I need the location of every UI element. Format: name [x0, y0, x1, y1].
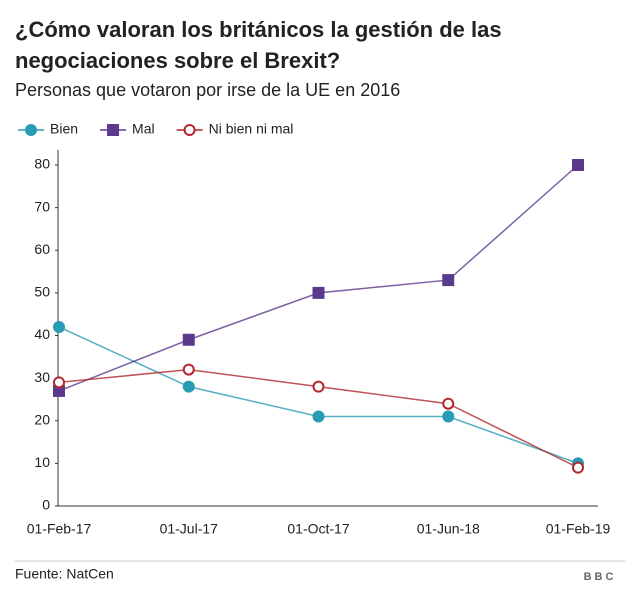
data-point	[182, 333, 195, 346]
data-point	[312, 410, 325, 423]
y-tick-label: 10	[34, 454, 50, 470]
legend-label: Ni bien ni mal	[209, 121, 294, 137]
y-tick-label: 40	[34, 326, 50, 342]
data-point	[442, 410, 455, 423]
data-point	[53, 384, 65, 397]
x-tick-label: 01-Feb-17	[27, 521, 92, 537]
y-tick-label: 30	[34, 369, 50, 385]
legend-label: Mal	[132, 121, 155, 137]
y-tick-label: 60	[34, 241, 50, 257]
y-tick-label: 50	[34, 284, 50, 300]
logo: BBC	[584, 571, 617, 583]
data-point	[312, 286, 325, 299]
series-line	[58, 164, 579, 392]
legend-marker	[183, 124, 196, 136]
series-line	[58, 326, 579, 465]
x-tick-label: 01-Jul-17	[160, 521, 219, 537]
x-tick-label: 01-Feb-19	[546, 521, 611, 537]
legend-marker	[25, 124, 37, 136]
data-point	[442, 397, 455, 410]
y-tick-label: 70	[34, 198, 50, 214]
legend-label: Bien	[50, 121, 78, 137]
y-tick-label: 0	[42, 497, 50, 513]
data-point	[572, 159, 584, 171]
x-tick-label: 01-Oct-17	[287, 521, 349, 537]
data-point	[442, 274, 455, 287]
chart-title: ¿Cómo valoran los británicos la gestión …	[15, 17, 502, 73]
source: Fuente: NatCen	[15, 566, 114, 582]
legend-marker	[107, 124, 120, 136]
x-tick-label: 01-Jun-18	[417, 521, 480, 537]
chart-subtitle: Personas que votaron por irse de la UE e…	[15, 80, 401, 100]
data-point	[572, 461, 584, 474]
y-tick-label: 80	[34, 156, 50, 172]
data-point	[53, 320, 65, 333]
data-point	[182, 380, 195, 393]
data-point	[53, 376, 65, 389]
data-point	[182, 363, 195, 376]
y-tick-label: 20	[34, 411, 50, 427]
data-point	[312, 380, 325, 393]
